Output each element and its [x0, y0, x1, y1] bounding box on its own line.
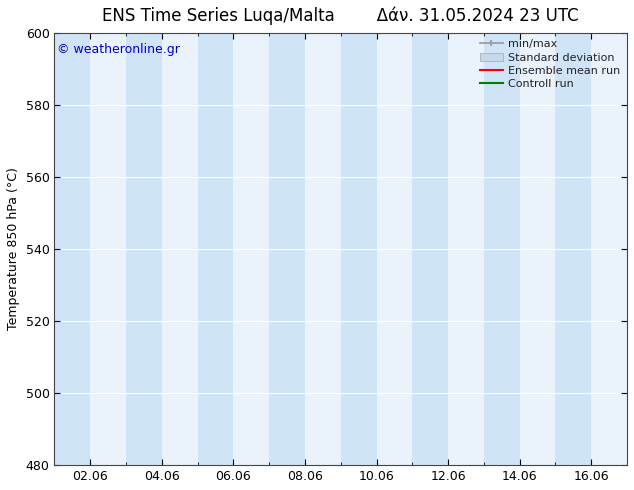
Bar: [412, 32, 448, 465]
Text: © weatheronline.gr: © weatheronline.gr: [57, 44, 180, 56]
Title: ENS Time Series Luqa/Malta        Δάν. 31.05.2024 23 UTC: ENS Time Series Luqa/Malta Δάν. 31.05.20…: [103, 7, 579, 25]
Bar: [269, 32, 305, 465]
Bar: [484, 32, 520, 465]
Bar: [198, 32, 233, 465]
Bar: [340, 32, 377, 465]
Bar: [126, 32, 162, 465]
Bar: [55, 32, 90, 465]
Bar: [555, 32, 592, 465]
Legend: min/max, Standard deviation, Ensemble mean run, Controll run: min/max, Standard deviation, Ensemble me…: [476, 35, 625, 94]
Y-axis label: Temperature 850 hPa (°C): Temperature 850 hPa (°C): [7, 168, 20, 330]
